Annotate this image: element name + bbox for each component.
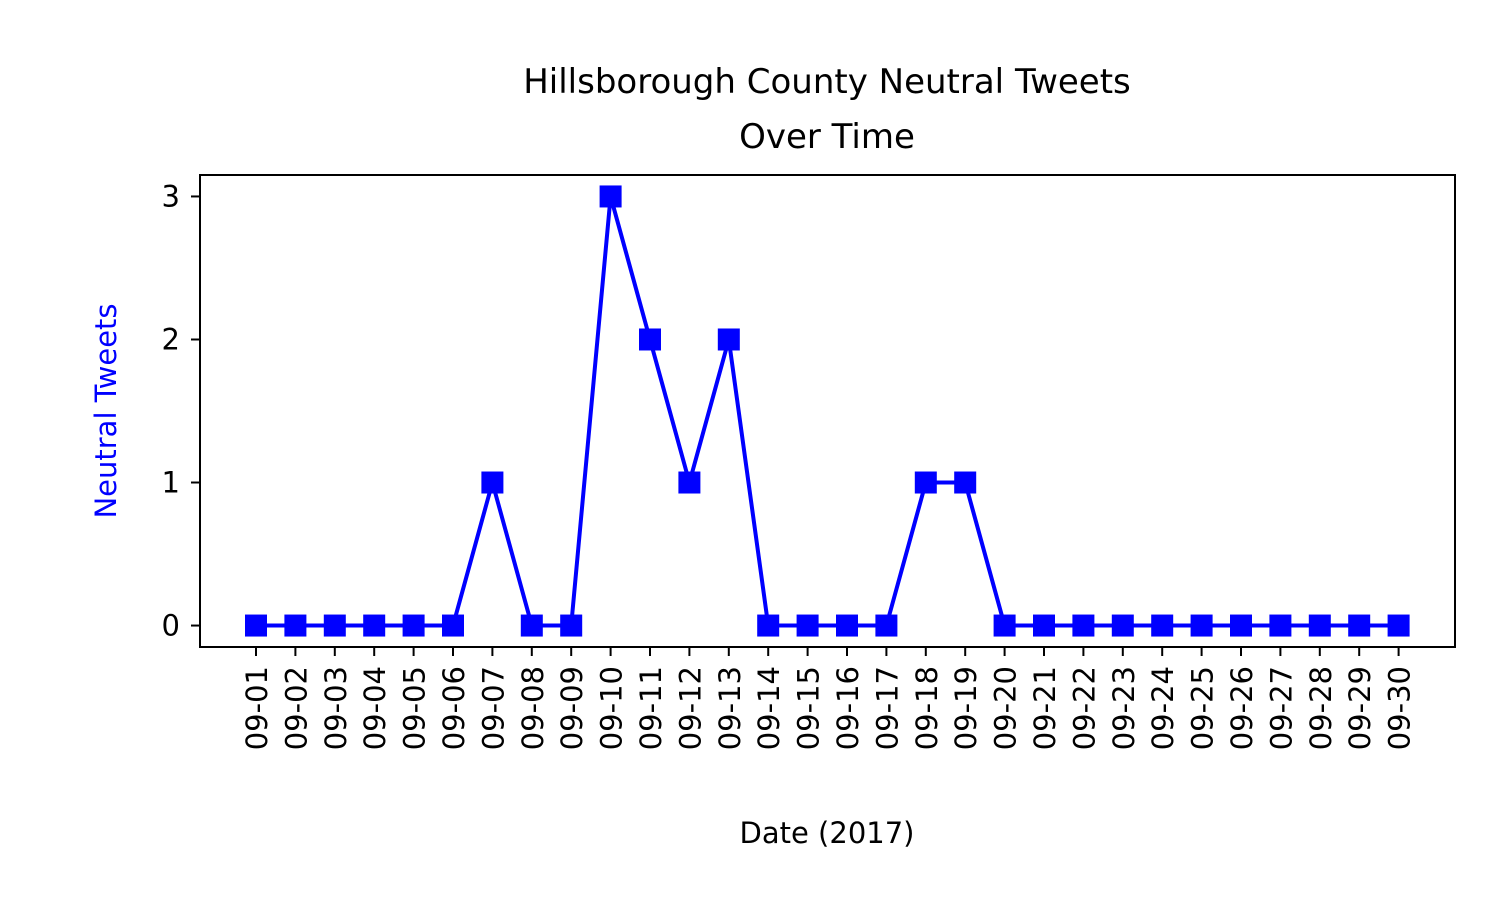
x-tick-label: 09-27 [1264, 666, 1298, 750]
data-point-marker [284, 614, 307, 637]
y-tick-label: 3 [162, 179, 180, 213]
data-point-marker [1269, 614, 1292, 637]
data-point-marker [520, 614, 543, 637]
data-point-marker [442, 614, 464, 637]
data-point-marker [363, 614, 386, 637]
x-axis-label: Date (2017) [740, 816, 915, 850]
x-tick-label: 09-04 [358, 666, 392, 750]
data-point-marker [678, 471, 701, 494]
data-point-marker [757, 614, 780, 637]
x-tick-label: 09-23 [1107, 666, 1141, 750]
data-point-marker [599, 185, 622, 208]
y-axis-label: Neutral Tweets [89, 303, 123, 518]
x-tick-label: 09-14 [752, 666, 786, 750]
x-tick-label: 09-20 [989, 666, 1023, 750]
x-tick-label: 09-16 [831, 666, 865, 750]
data-point-marker [954, 471, 977, 494]
x-tick-label: 09-18 [910, 666, 944, 750]
x-tick-label: 09-24 [1146, 666, 1180, 750]
x-tick-label: 09-28 [1304, 666, 1338, 750]
x-tick-label: 09-15 [792, 666, 826, 750]
x-tick-label: 09-26 [1225, 666, 1259, 750]
y-tick-label: 1 [162, 466, 180, 500]
data-point-marker [1151, 614, 1174, 637]
x-tick-label: 09-12 [673, 666, 707, 750]
data-point-marker [1072, 614, 1095, 637]
x-tick-label: 09-30 [1383, 666, 1417, 750]
data-point-marker [1387, 614, 1410, 637]
chart-title: Hillsborough County Neutral Tweets [523, 62, 1131, 102]
data-point-marker [1033, 614, 1055, 637]
data-point-marker [1111, 614, 1134, 637]
series-markers [245, 185, 1410, 637]
x-tick-label: 09-22 [1067, 666, 1101, 750]
y-tick-label: 0 [162, 609, 180, 643]
x-tick-label: 09-03 [319, 666, 353, 750]
data-point-marker [836, 614, 858, 637]
x-tick-label: 09-29 [1343, 666, 1377, 750]
plot-area-frame [199, 174, 1456, 648]
data-point-marker [717, 328, 740, 351]
series-line [256, 194, 1399, 628]
data-point-marker [1348, 614, 1371, 637]
data-point-marker [639, 328, 661, 351]
x-tick-label: 09-05 [398, 666, 432, 750]
data-point-marker [323, 614, 346, 637]
x-tick-label: 09-17 [870, 666, 904, 750]
y-tick-label: 2 [162, 322, 180, 356]
x-tick-label: 09-02 [279, 666, 313, 750]
x-tick-label: 09-13 [713, 666, 747, 750]
data-point-marker [560, 614, 583, 637]
x-tick-label: 09-07 [476, 666, 510, 750]
x-tick-label: 09-08 [516, 666, 550, 750]
x-tick-label: 09-11 [634, 666, 668, 750]
x-tick-label: 09-01 [240, 666, 274, 750]
x-tick-label: 09-25 [1186, 666, 1220, 750]
data-point-marker [481, 471, 504, 494]
chart-subtitle: Over Time [739, 117, 915, 157]
data-point-marker [875, 614, 898, 637]
data-point-marker [914, 471, 937, 494]
data-point-marker [993, 614, 1016, 637]
x-tick-label: 09-06 [437, 666, 471, 750]
data-point-marker [245, 614, 267, 637]
y-axis-ticks: 0 1 2 3 [162, 179, 200, 643]
data-point-marker [402, 614, 425, 637]
x-tick-label: 09-21 [1028, 666, 1062, 750]
data-point-marker [796, 614, 819, 637]
x-tick-label: 09-19 [949, 666, 983, 750]
data-point-marker [1230, 614, 1252, 637]
x-tick-label: 09-10 [595, 666, 629, 750]
x-axis-ticks: 09-01 09-02 09-03 09-04 09-05 09-06 09-07 09-08… [240, 647, 1417, 750]
x-tick-label: 09-09 [555, 666, 589, 750]
data-point-marker [1308, 614, 1331, 637]
data-point-marker [1190, 614, 1213, 637]
